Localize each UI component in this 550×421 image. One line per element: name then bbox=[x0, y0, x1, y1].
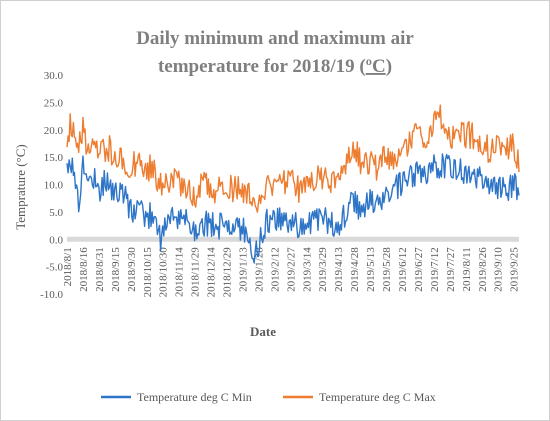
x-tick-label: 2018/11/14 bbox=[174, 247, 186, 297]
y-tick-label: 5.0 bbox=[49, 207, 63, 219]
y-tick-label: 15.0 bbox=[44, 152, 64, 164]
x-tick-label: 2019/1/28 bbox=[253, 247, 265, 292]
x-tick-label: 2019/3/29 bbox=[317, 247, 329, 292]
x-tick-label: 2018/10/30 bbox=[158, 247, 170, 298]
x-axis-title: Date bbox=[250, 324, 276, 339]
x-tick-label: 2018/8/31 bbox=[94, 247, 106, 292]
x-tick-label: 2019/8/11 bbox=[461, 247, 473, 291]
series-line-min bbox=[66, 153, 520, 264]
y-tick-label: 25.0 bbox=[44, 97, 64, 109]
legend: Temperature deg C Min Temperature deg C … bbox=[101, 390, 436, 404]
x-tick-label: 2019/5/28 bbox=[381, 247, 393, 292]
legend-label-max: Temperature deg C Max bbox=[319, 390, 436, 404]
chart-title-line1: Daily minimum and maximum air bbox=[136, 28, 414, 49]
x-tick-label: 2018/9/15 bbox=[110, 247, 122, 292]
x-tick-label: 2018/10/15 bbox=[142, 247, 154, 298]
title-unit: ºC bbox=[366, 56, 386, 77]
x-tick-label: 2018/8/16 bbox=[78, 247, 90, 292]
x-tick-label: 2019/4/13 bbox=[333, 247, 345, 292]
x-tick-label: 2019/7/12 bbox=[429, 247, 441, 292]
x-tick-label: 2019/2/12 bbox=[269, 247, 281, 292]
x-tick-label: 2018/11/29 bbox=[190, 247, 202, 297]
x-tick-label: 2019/3/14 bbox=[301, 247, 313, 292]
y-tick-label: -10.0 bbox=[40, 289, 63, 301]
chart-title-line2: temperature for 2018/19 (ºC) bbox=[158, 56, 392, 77]
x-tick-label: 2019/1/13 bbox=[237, 247, 249, 292]
plot-area bbox=[66, 104, 520, 264]
y-tick-label: 30.0 bbox=[44, 70, 64, 82]
x-tick-label: 2018/12/29 bbox=[222, 247, 234, 298]
x-tick-label: 2018/12/14 bbox=[206, 247, 218, 298]
y-tick-label: 20.0 bbox=[44, 125, 64, 137]
x-tick-label: 2018/8/1 bbox=[62, 247, 74, 286]
legend-label-min: Temperature deg C Min bbox=[137, 390, 252, 404]
x-tick-label: 2019/2/27 bbox=[285, 247, 297, 292]
y-tick-label: -5.0 bbox=[46, 262, 64, 274]
x-tick-label: 2019/6/12 bbox=[397, 247, 409, 292]
x-axis-ticks: 2018/8/1 2018/8/16 2018/8/31 2018/9/15 2018/… bbox=[62, 247, 521, 298]
y-axis-ticks: -10.0 -5.0 0.0 5.0 10.0 15.0 20.0 25.0 30.0 bbox=[40, 70, 63, 301]
x-tick-label: 2019/7/27 bbox=[445, 247, 457, 292]
x-tick-label: 2019/6/27 bbox=[413, 247, 425, 292]
x-tick-label: 2019/8/26 bbox=[477, 247, 489, 292]
x-tick-label: 2019/4/28 bbox=[349, 247, 361, 292]
y-tick-label: 0.0 bbox=[49, 234, 63, 246]
x-tick-label: 2018/9/30 bbox=[126, 247, 138, 292]
y-tick-label: 10.0 bbox=[44, 180, 64, 192]
x-tick-label: 2019/5/13 bbox=[365, 247, 377, 292]
y-axis-title: Temprature (°C) bbox=[13, 144, 28, 230]
x-tick-label: 2019/9/10 bbox=[493, 247, 505, 292]
series-line-max bbox=[66, 104, 520, 213]
x-tick-label: 2019/9/25 bbox=[509, 247, 521, 292]
